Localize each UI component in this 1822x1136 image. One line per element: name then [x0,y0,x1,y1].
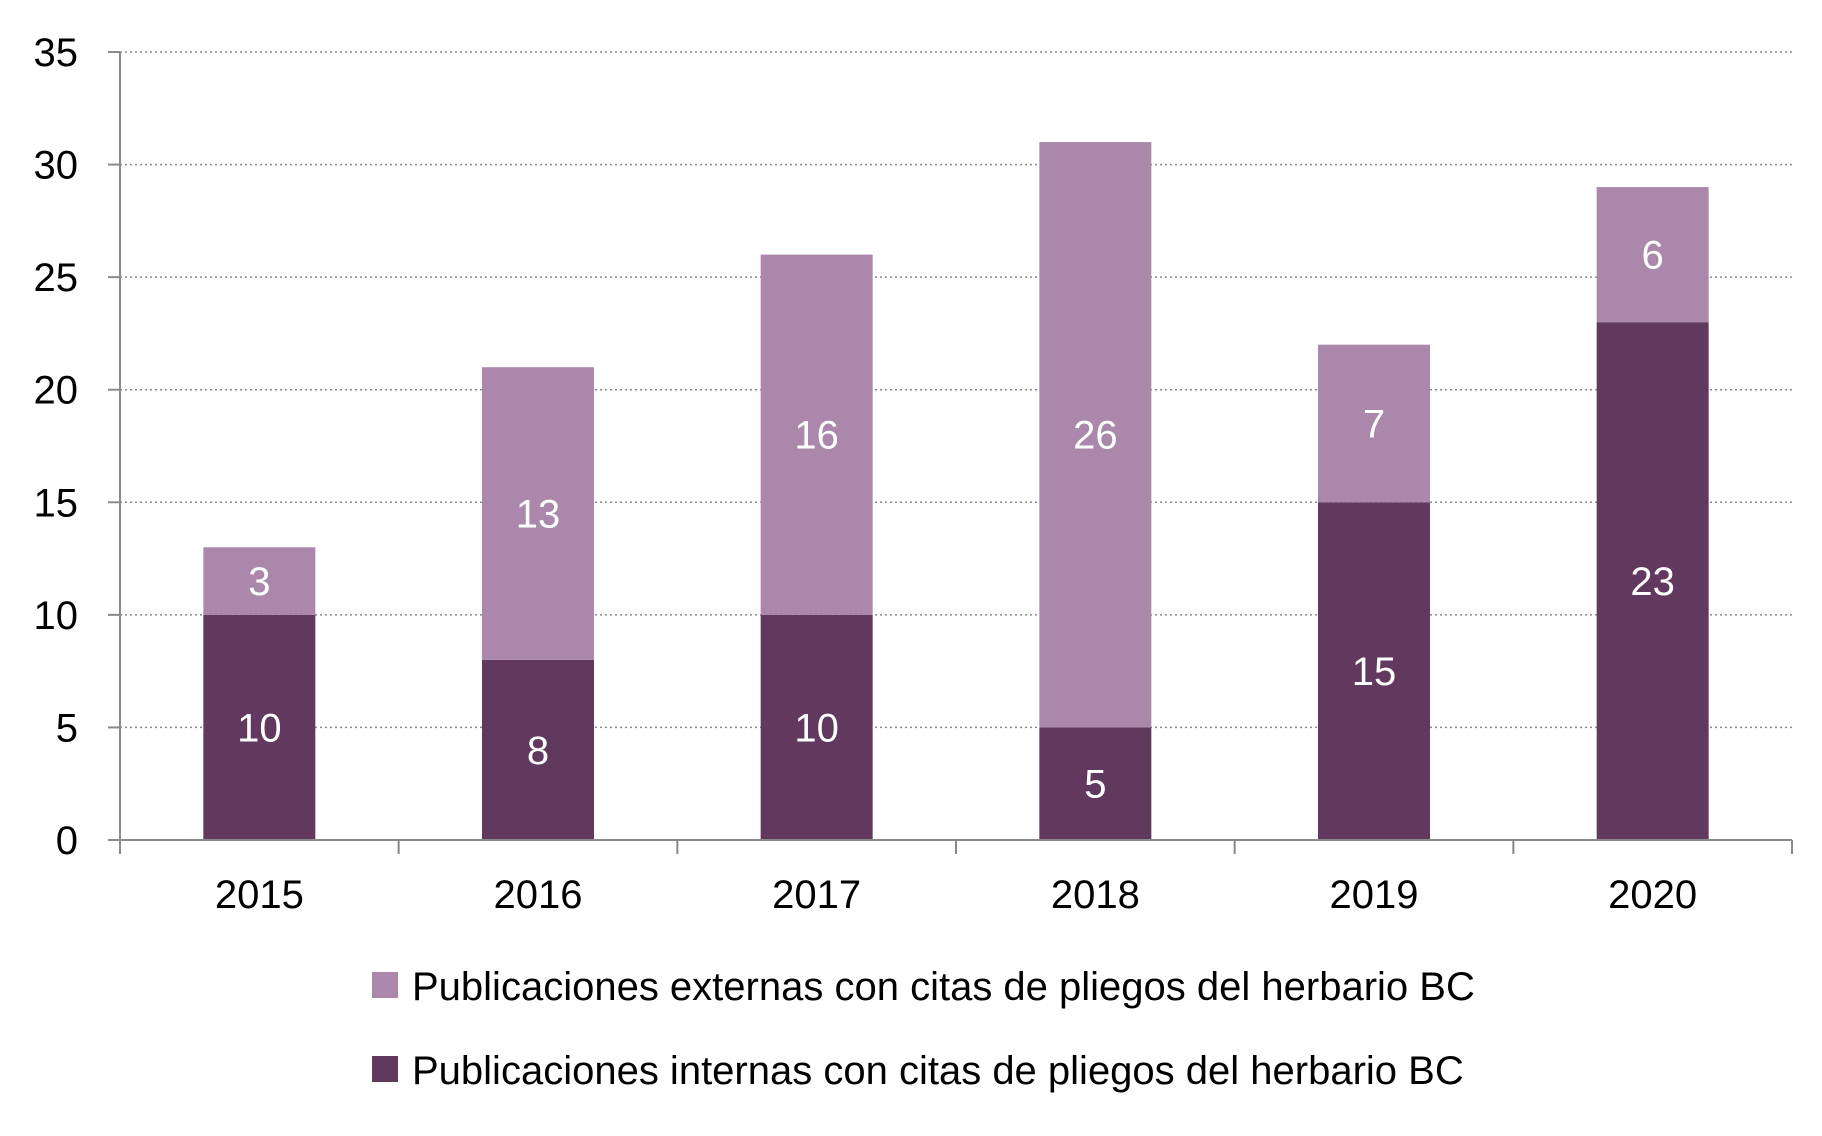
bar-2018-series-0 [1039,727,1152,840]
x-tick-label-2016: 2016 [494,873,583,917]
bar-2016-series-0 [482,659,594,840]
data-label-2015-series-1: 3 [248,560,270,604]
y-tick-label-10: 10 [34,594,79,638]
data-labels: 10 3 8 13 10 16 5 26 15 7 23 6 [237,234,1675,807]
data-label-2016-series-0: 8 [527,729,549,773]
x-tick-label-2015: 2015 [215,873,304,917]
x-tick-label-2018: 2018 [1051,873,1140,917]
bar-2018-series-1 [1039,142,1152,728]
bar-2016-series-1 [482,367,594,660]
legend-label-series-1: Publicaciones externas con citas de plie… [412,965,1475,1009]
data-label-2020-series-0: 23 [1630,560,1675,604]
bar-2015-series-0 [203,614,316,840]
legend-swatch-series-1 [372,972,398,998]
bar-2015-series-1 [203,547,316,615]
y-tick-label-25: 25 [34,256,79,300]
data-label-2018-series-1: 26 [1073,414,1118,458]
legend-swatch-series-0 [372,1056,398,1082]
grid-lines [120,51,1792,729]
bar-2017-series-1 [760,254,873,615]
data-label-2017-series-1: 16 [794,414,839,458]
data-label-2020-series-1: 6 [1642,234,1664,278]
y-tick-label-30: 30 [34,144,79,188]
x-tick-label-2017: 2017 [772,873,861,917]
bar-2019-series-0 [1318,502,1430,840]
bar-2017-series-0 [760,614,873,840]
y-tick-label-0: 0 [56,819,78,863]
data-label-2018-series-0: 5 [1084,763,1106,807]
data-label-2016-series-1: 13 [516,493,561,537]
data-label-2019-series-1: 7 [1363,402,1385,446]
y-tick-label-15: 15 [34,481,79,525]
y-tick-label-35: 35 [34,31,79,75]
bar-2019-series-1 [1318,344,1430,503]
x-tick-label-2020: 2020 [1608,873,1697,917]
bar-2020-series-1 [1596,187,1709,323]
legend-label-series-0: Publicaciones internas con citas de plie… [412,1049,1464,1093]
y-tick-label-5: 5 [56,706,78,750]
data-label-2019-series-0: 15 [1352,650,1397,694]
data-label-2015-series-0: 10 [237,706,282,750]
x-tick-label-2019: 2019 [1330,873,1419,917]
y-tick-label-20: 20 [34,369,79,413]
bar-2020-series-0 [1596,322,1709,841]
legend: Publicaciones externas con citas de plie… [372,965,1475,1093]
bars [203,142,1709,841]
data-label-2017-series-0: 10 [794,706,839,750]
